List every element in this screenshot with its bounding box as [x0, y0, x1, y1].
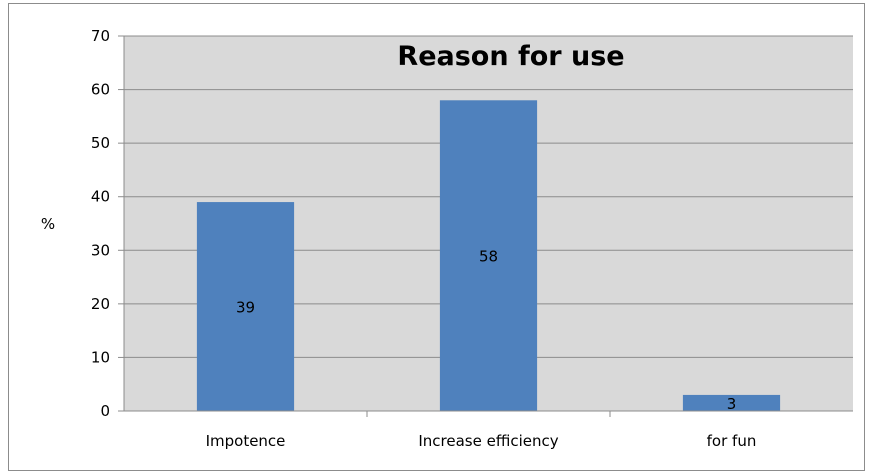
x-category-label: for fun [707, 432, 757, 450]
y-tick-label: 0 [100, 402, 110, 420]
data-label: 3 [727, 395, 737, 413]
x-category-label: Impotence [206, 432, 286, 450]
x-axis-categories: Impotence Increase efficiency for fun [206, 411, 757, 450]
y-tick-label: 70 [91, 27, 110, 45]
chart-title: Reason for use [397, 41, 624, 72]
data-label: 58 [479, 248, 498, 266]
y-tick-label: 10 [91, 348, 110, 366]
bar [439, 100, 538, 412]
x-category-label: Increase efficiency [418, 432, 558, 450]
bars: 39 58 3 [196, 100, 781, 413]
y-tick-label: 30 [91, 241, 110, 259]
y-tick-label: 50 [91, 134, 110, 152]
data-label: 39 [236, 299, 255, 317]
y-tick-label: 40 [91, 188, 110, 206]
bar [196, 202, 295, 411]
y-axis-ticks: 0 10 20 30 40 50 60 70 [91, 27, 124, 420]
y-tick-label: 20 [91, 295, 110, 313]
bar [682, 394, 781, 411]
y-tick-label: 60 [91, 81, 110, 99]
y-axis-label: % [41, 215, 55, 233]
